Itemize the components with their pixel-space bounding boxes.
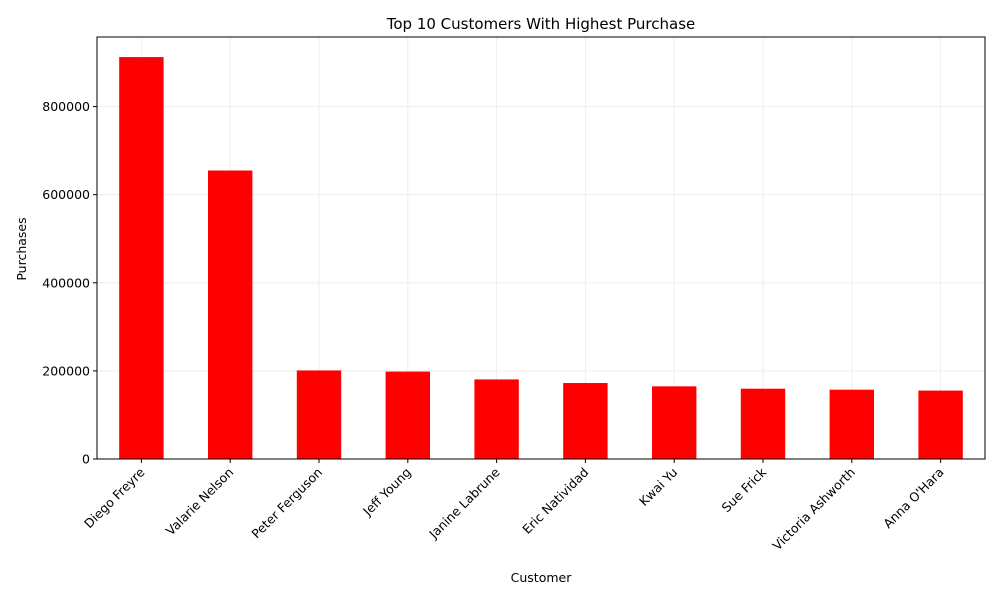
y-axis-label: Purchases [14, 217, 29, 280]
x-axis-label: Customer [511, 570, 573, 585]
bar [740, 388, 786, 459]
bar [829, 389, 874, 459]
bar [296, 370, 342, 459]
y-tick-label: 200000 [42, 363, 90, 378]
y-tick-label: 800000 [42, 99, 90, 114]
bars [119, 57, 963, 459]
chart-title: Top 10 Customers With Highest Purchase [386, 15, 696, 33]
y-tick-label: 600000 [42, 187, 90, 202]
bar [385, 371, 430, 459]
plot-frame [96, 36, 986, 460]
bar [208, 170, 253, 459]
bar [474, 379, 519, 459]
bar [918, 390, 963, 459]
bar [652, 386, 697, 459]
bar [119, 57, 164, 459]
bar [563, 383, 608, 459]
y-tick-label: 0 [82, 452, 90, 467]
y-tick-label: 400000 [42, 275, 90, 290]
